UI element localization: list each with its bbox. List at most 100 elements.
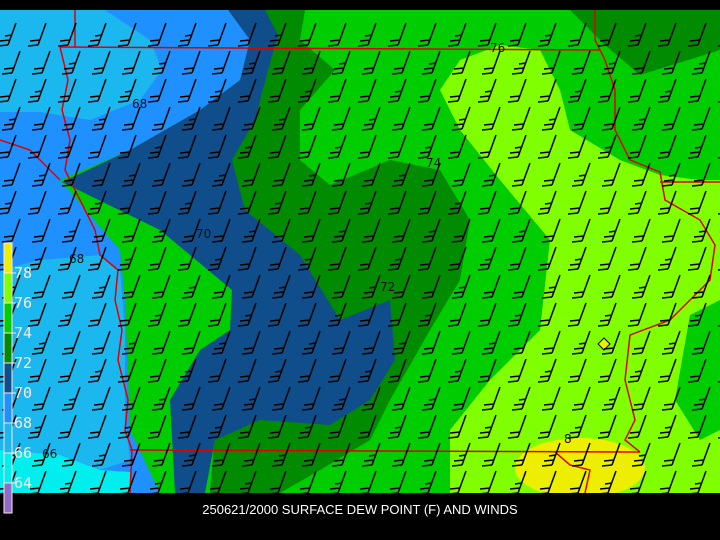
contour-label: 66 bbox=[42, 447, 57, 461]
legend-swatch bbox=[3, 422, 13, 454]
wind-barb bbox=[61, 442, 81, 467]
wind-barb bbox=[597, 134, 617, 159]
wind-barb bbox=[447, 414, 467, 439]
wind-barb bbox=[567, 414, 587, 439]
wind-barb bbox=[661, 442, 681, 467]
wind-barb bbox=[449, 470, 467, 493]
wind-barb bbox=[267, 358, 287, 383]
wind-barb bbox=[0, 134, 17, 159]
wind-barb bbox=[117, 246, 137, 271]
wind-barb bbox=[61, 274, 81, 299]
wind-barb bbox=[87, 358, 107, 383]
wind-barb bbox=[571, 218, 591, 243]
wind-barb bbox=[631, 162, 651, 187]
wind-barb bbox=[447, 22, 467, 47]
wind-barb bbox=[57, 358, 77, 383]
wind-barb bbox=[567, 134, 587, 159]
legend-swatch bbox=[3, 482, 13, 514]
wind-barb bbox=[1, 162, 21, 187]
wind-barb bbox=[297, 134, 317, 159]
wind-barb bbox=[357, 302, 377, 327]
wind-barb bbox=[211, 442, 231, 467]
wind-barb bbox=[121, 330, 141, 355]
wind-barb bbox=[511, 218, 531, 243]
wind-barb bbox=[451, 162, 471, 187]
wind-barb bbox=[691, 442, 711, 467]
wind-barb bbox=[1, 218, 21, 243]
wind-barb bbox=[237, 246, 257, 271]
wind-barb bbox=[117, 302, 137, 327]
region-72-74 bbox=[210, 10, 470, 493]
wind-barb bbox=[331, 442, 351, 467]
wind-barb bbox=[451, 330, 471, 355]
legend-swatch bbox=[3, 362, 13, 394]
wind-barb bbox=[211, 386, 231, 411]
wind-barb bbox=[267, 134, 287, 159]
wind-barb bbox=[91, 442, 111, 467]
wind-barb bbox=[421, 442, 441, 467]
wind-barb bbox=[269, 470, 287, 493]
wind-barb bbox=[691, 330, 711, 355]
wind-barb bbox=[387, 134, 407, 159]
wind-barb bbox=[177, 302, 197, 327]
wind-barb bbox=[177, 134, 197, 159]
wind-barb bbox=[27, 190, 47, 215]
wind-barb bbox=[511, 386, 531, 411]
wind-barb bbox=[361, 162, 381, 187]
legend-swatch bbox=[3, 452, 13, 484]
wind-barb bbox=[507, 134, 527, 159]
wind-barb bbox=[121, 442, 141, 467]
wind-barb bbox=[571, 106, 591, 131]
wind-barb bbox=[507, 358, 527, 383]
wind-barb bbox=[417, 22, 437, 47]
wind-barb bbox=[237, 190, 257, 215]
wind-barb bbox=[151, 274, 171, 299]
wind-barb bbox=[481, 218, 501, 243]
wind-barb bbox=[601, 330, 621, 355]
wind-barb bbox=[177, 414, 197, 439]
wind-barb bbox=[537, 22, 557, 47]
wind-barb bbox=[31, 330, 51, 355]
wind-barb bbox=[537, 358, 557, 383]
wind-barb bbox=[417, 302, 437, 327]
wind-barb bbox=[91, 274, 111, 299]
wind-barb bbox=[181, 50, 201, 75]
legend-label: 74 bbox=[14, 324, 32, 342]
wind-barb bbox=[0, 190, 17, 215]
wind-barb bbox=[207, 22, 227, 47]
wind-barb bbox=[301, 106, 321, 131]
wind-barb bbox=[357, 134, 377, 159]
wind-barb bbox=[211, 274, 231, 299]
contour-labels: 68 70 68 72 74 76 66 8 bbox=[42, 41, 572, 461]
wind-barb bbox=[541, 386, 561, 411]
wind-barb bbox=[207, 134, 227, 159]
wind-barb bbox=[1, 50, 21, 75]
wind-barb bbox=[357, 190, 377, 215]
wind-barb bbox=[121, 274, 141, 299]
wind-barb bbox=[627, 134, 647, 159]
wind-barb bbox=[567, 78, 587, 103]
wind-barb bbox=[601, 274, 621, 299]
wind-barb bbox=[387, 414, 407, 439]
wind-barb bbox=[91, 218, 111, 243]
wind-barb bbox=[181, 106, 201, 131]
wind-barb bbox=[59, 470, 77, 493]
wind-barb bbox=[241, 218, 261, 243]
wind-barb bbox=[297, 302, 317, 327]
wind-barb bbox=[57, 246, 77, 271]
wind-barb bbox=[481, 442, 501, 467]
wind-barb bbox=[661, 274, 681, 299]
wind-barb bbox=[207, 246, 227, 271]
wind-barb bbox=[391, 442, 411, 467]
wind-barb bbox=[61, 162, 81, 187]
wind-barb bbox=[357, 246, 377, 271]
wind-barb bbox=[117, 358, 137, 383]
wind-barb bbox=[657, 134, 677, 159]
wind-barb bbox=[151, 50, 171, 75]
wind-barbs bbox=[0, 22, 720, 493]
wind-barb bbox=[417, 190, 437, 215]
wind-barb bbox=[691, 386, 711, 411]
wind-barb bbox=[597, 22, 617, 47]
wind-barb bbox=[327, 358, 347, 383]
wind-barb bbox=[627, 78, 647, 103]
